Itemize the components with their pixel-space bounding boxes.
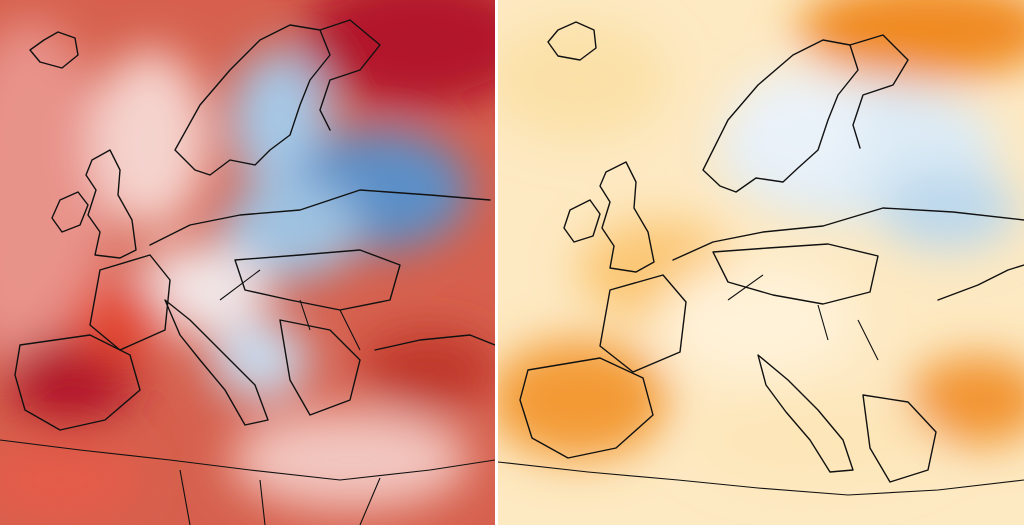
black-sea-north: [937, 264, 1024, 301]
france: [599, 274, 687, 373]
country-borders: [498, 21, 1024, 496]
anomaly-field: [0, 0, 495, 520]
ireland: [563, 199, 601, 243]
north-coast: [672, 207, 1024, 261]
african-borders: [179, 469, 381, 525]
map-canvas-left: [0, 0, 495, 525]
france: [89, 254, 171, 351]
north-africa-coast: [498, 461, 1024, 496]
balkans: [862, 394, 937, 483]
iberia: [14, 334, 141, 431]
temperature-map-left: [0, 0, 495, 525]
interior-borders: [727, 274, 879, 361]
map-canvas-right: [498, 0, 1024, 525]
italy: [164, 299, 269, 426]
italy: [757, 354, 854, 473]
great-britain: [599, 161, 655, 273]
temperature-map-right: [498, 0, 1024, 525]
north-coast: [149, 189, 491, 246]
central-europe: [712, 243, 879, 305]
iberia: [519, 357, 654, 459]
balkans: [279, 319, 361, 416]
scandinavia: [702, 39, 859, 193]
anomaly-field: [498, 0, 1024, 480]
panel-divider: [495, 0, 498, 525]
black-sea-south: [374, 334, 495, 351]
great-britain: [85, 149, 137, 259]
iceland: [547, 21, 597, 61]
finland-russia: [849, 34, 909, 149]
interior-borders: [219, 269, 361, 351]
iceland: [29, 31, 79, 69]
central-europe: [234, 249, 401, 311]
country-borders: [0, 19, 495, 525]
finland-russia: [319, 19, 381, 131]
scandinavia: [174, 24, 331, 176]
ireland: [51, 191, 89, 233]
north-africa-coast: [0, 439, 495, 481]
